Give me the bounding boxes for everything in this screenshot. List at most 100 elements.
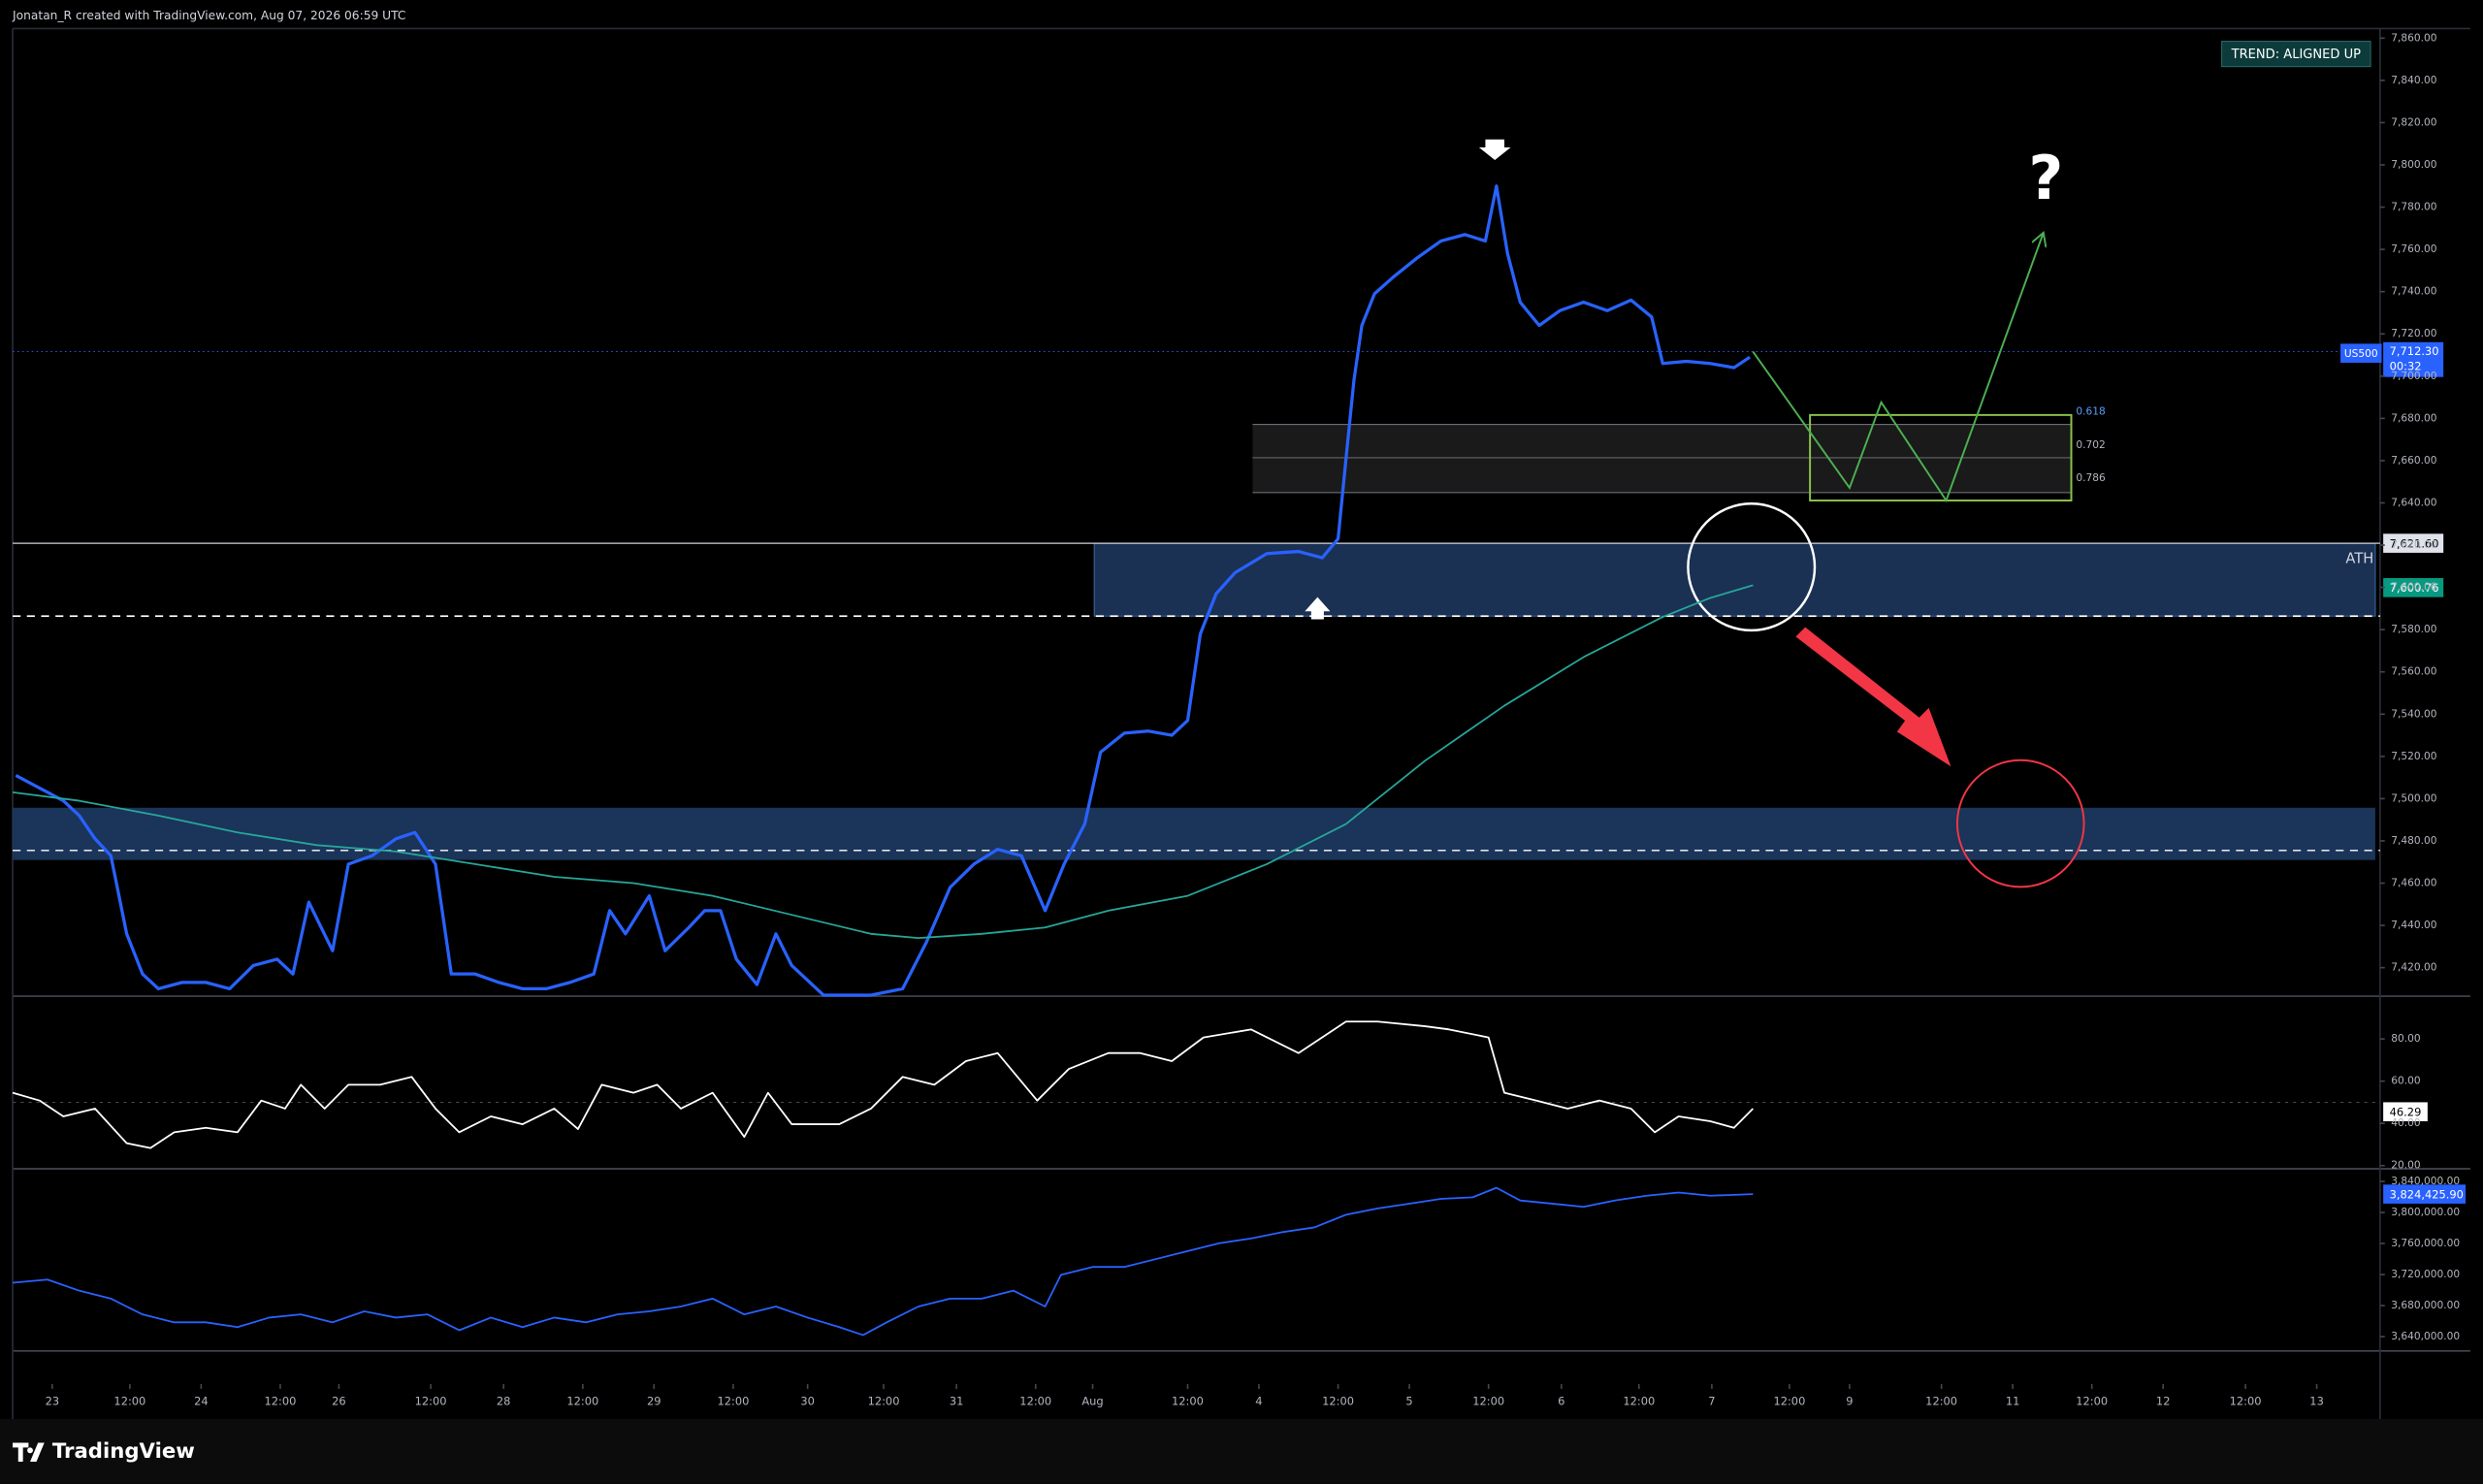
support-zone [13,807,2375,860]
x-tick-label: 12:00 [1322,1394,1354,1407]
x-tick-label: 6 [1558,1394,1564,1407]
y-tick-label: 7,460.00 [2391,877,2436,889]
series-line [12,1020,1754,1149]
y-tick-label: 40.00 [2391,1116,2421,1129]
y-tick-label: 3,640,000.00 [2391,1330,2460,1342]
y-tick-label: 7,500.00 [2391,791,2436,804]
brand-name[interactable]: TradingView [52,1439,195,1464]
x-tick-label: 12 [2156,1394,2171,1407]
y-tick-label: 20.00 [2391,1159,2421,1172]
y-tick-label: 7,760.00 [2391,242,2436,255]
x-tick-label: 12:00 [1172,1394,1204,1407]
y-tick-label: 7,480.00 [2391,834,2436,847]
y-tick-label: 7,800.00 [2391,158,2436,171]
y-tick-label: 7,660.00 [2391,454,2436,467]
x-tick-label: 11 [2006,1394,2020,1407]
y-tick-label: 3,720,000.00 [2391,1268,2460,1280]
fib-box [1252,424,2072,493]
x-tick-label: 12:00 [2076,1394,2108,1407]
down-arrow [1795,627,1951,767]
y-tick-label: 7,540.00 [2391,707,2436,720]
x-tick-label: 12:00 [2230,1394,2262,1407]
y-tick-label: 7,840.00 [2391,74,2436,86]
x-tick-label: 12:00 [1019,1394,1051,1407]
last-price: 7,712.30 [2390,344,2439,358]
y-tick-label: 7,780.00 [2391,201,2436,213]
footer-bar [0,1418,2483,1484]
rsi-last: 46.29 [2390,1106,2422,1119]
series-line [15,184,1751,997]
y-tick-label: 7,440.00 [2391,919,2436,931]
y-tick-label: 7,520.00 [2391,750,2436,762]
y-tick-label: 60.00 [2391,1075,2421,1087]
fib-label: 0.702 [2076,438,2105,451]
plot-layer: 7,420.00 7,440.00 7,460.00 7,480.00 7,500.00… [12,31,2460,1407]
question-mark: ? [2028,143,2063,213]
y-tick-label: 80.00 [2391,1032,2421,1045]
trend-badge [2221,41,2371,68]
ath-badge [2383,533,2444,553]
y-tick-label: 7,600.00 [2391,581,2436,594]
x-tick-label: 29 [647,1394,661,1407]
x-tick-label: 12:00 [113,1394,145,1407]
header-credit: Jonatan_R created with TradingView.com, … [12,9,405,22]
y-tick-label: 3,760,000.00 [2391,1237,2460,1249]
series-line [12,584,1754,940]
x-tick-label: 4 [1255,1394,1262,1407]
x-tick-label: 5 [1405,1394,1412,1407]
ath-zone [1093,542,2376,617]
x-tick-label: 12:00 [868,1394,900,1407]
target-box [1809,413,2073,501]
y-tick-label: 7,680.00 [2391,411,2436,424]
y-tick-label: 7,560.00 [2391,665,2436,678]
x-tick-label: 31 [950,1394,964,1407]
ath-price: 7,621.60 [2390,536,2439,550]
x-tick-label: 12:00 [1773,1394,1805,1407]
ma-badge [2383,578,2444,597]
highlight-circle [1687,502,1817,632]
y-tick-label: 3,680,000.00 [2391,1299,2460,1311]
x-tick-label: Aug [1081,1394,1103,1407]
ma-price: 7,600.76 [2390,581,2439,595]
x-tick-label: 12:00 [1925,1394,1957,1407]
x-tick-label: 30 [800,1394,815,1407]
top-marker [1478,139,1511,160]
y-tick-label: 7,580.00 [2391,623,2436,635]
break-marker [1305,597,1331,620]
y-tick-label: 7,720.00 [2391,327,2436,339]
y-tick-label: 3,840,000.00 [2391,1175,2460,1187]
y-tick-label: 7,420.00 [2391,961,2436,974]
y-tick-label: 7,860.00 [2391,31,2436,44]
x-tick-label: 9 [1846,1394,1853,1407]
y-tick-label: 3,800,000.00 [2391,1206,2460,1218]
x-tick-label: 7 [1708,1394,1715,1407]
x-tick-label: 12:00 [717,1394,749,1407]
y-tick-label: 7,700.00 [2391,370,2436,382]
obv-badge [2383,1184,2467,1204]
series-line [12,1186,1754,1337]
trend-badge-text: TREND: ALIGNED UP [2231,48,2362,62]
obv-last: 3,824,425.90 [2390,1187,2464,1201]
x-tick-label: 12:00 [415,1394,447,1407]
zone-label: ATH [2345,550,2373,566]
fib-label: 0.618 [2076,405,2106,418]
rsi-badge [2383,1102,2428,1122]
x-tick-label: 12:00 [566,1394,598,1407]
y-tick-label: 7,620.00 [2391,538,2436,551]
x-tick-label: 12:00 [265,1394,297,1407]
countdown: 00:32 [2390,360,2422,373]
fib-label: 0.786 [2076,471,2106,484]
x-tick-label: 24 [194,1394,209,1407]
projection-path [1752,235,2043,503]
x-tick-label: 23 [46,1394,60,1407]
symbol-badge [2340,343,2382,363]
price-badge [2383,341,2444,377]
brand-logo [13,1442,45,1463]
x-tick-label: 12:00 [1472,1394,1504,1407]
y-tick-label: 7,820.00 [2391,115,2436,128]
symbol-label: US500 [2344,347,2378,360]
x-tick-label: 13 [2309,1394,2324,1407]
y-tick-label: 7,740.00 [2391,285,2436,298]
